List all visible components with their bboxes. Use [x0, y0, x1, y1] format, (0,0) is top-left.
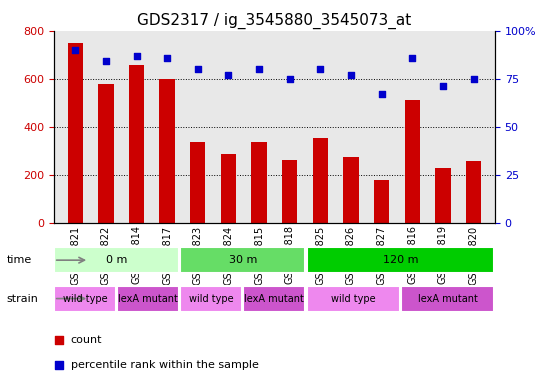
Text: lexA mutant: lexA mutant — [244, 293, 305, 304]
Bar — [54, 247, 179, 273]
Bar — [307, 286, 400, 311]
Point — [102, 58, 110, 65]
Point — [438, 83, 447, 89]
Point — [316, 66, 324, 72]
Bar — [221, 154, 236, 223]
Point — [55, 337, 63, 343]
Bar — [405, 100, 420, 223]
Text: time: time — [6, 255, 32, 265]
Point — [132, 53, 141, 59]
Title: GDS2317 / ig_3545880_3545073_at: GDS2317 / ig_3545880_3545073_at — [137, 13, 412, 29]
Bar — [307, 247, 494, 273]
Point — [71, 47, 80, 53]
Bar — [251, 142, 267, 223]
Text: count: count — [70, 335, 102, 345]
Bar — [401, 286, 494, 311]
Bar — [190, 142, 206, 223]
Point — [255, 66, 264, 72]
Point — [346, 72, 355, 78]
Text: 30 m: 30 m — [229, 255, 257, 265]
Point — [377, 91, 386, 97]
Bar — [129, 65, 144, 223]
Point — [224, 72, 233, 78]
Point — [469, 76, 478, 82]
Bar — [117, 286, 179, 311]
Point — [408, 55, 416, 61]
Bar — [180, 247, 305, 273]
Bar — [435, 168, 450, 223]
Text: lexA mutant: lexA mutant — [417, 293, 478, 304]
Bar — [466, 161, 481, 223]
Bar — [313, 138, 328, 223]
Bar — [180, 286, 242, 311]
Text: 0 m: 0 m — [106, 255, 128, 265]
Text: percentile rank within the sample: percentile rank within the sample — [70, 360, 258, 370]
Bar — [68, 43, 83, 223]
Point — [285, 76, 294, 82]
Text: wild type: wild type — [331, 293, 376, 304]
Bar — [98, 84, 114, 223]
Text: wild type: wild type — [189, 293, 233, 304]
Text: lexA mutant: lexA mutant — [118, 293, 178, 304]
Bar — [54, 286, 116, 311]
Bar — [244, 286, 305, 311]
Text: wild type: wild type — [63, 293, 108, 304]
Bar — [282, 160, 298, 223]
Bar — [374, 180, 390, 223]
Text: strain: strain — [6, 293, 38, 304]
Point — [163, 55, 172, 61]
Bar — [159, 79, 175, 223]
Point — [194, 66, 202, 72]
Text: 120 m: 120 m — [383, 255, 418, 265]
Point — [55, 362, 63, 368]
Bar — [343, 157, 359, 223]
